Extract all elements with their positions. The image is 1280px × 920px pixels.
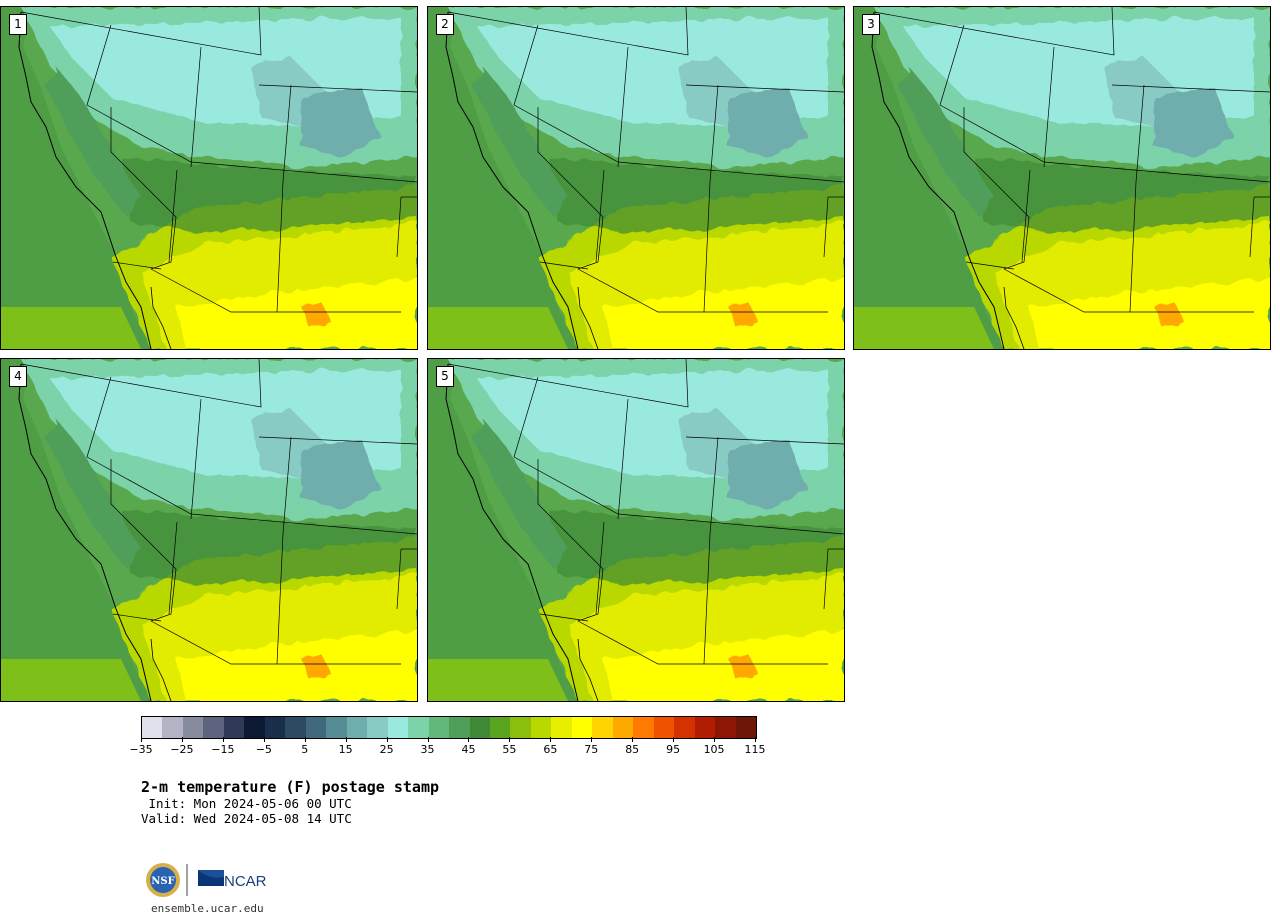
- temperature-map: [1, 359, 417, 701]
- colorbar-swatch: [612, 717, 634, 738]
- member-panel: 2: [427, 6, 845, 350]
- figure-title: 2-m temperature (F) postage stamp: [141, 778, 440, 796]
- colorbar-tick: [673, 737, 675, 742]
- colorbar-swatch: [694, 717, 716, 738]
- panel-label: 1: [9, 14, 27, 35]
- colorbar-tick-label: 55: [502, 743, 517, 756]
- colorbar-swatch: [346, 717, 368, 738]
- logos: NSF NCAR: [144, 860, 274, 900]
- colorbar-swatch: [592, 717, 613, 738]
- colorbar-tick-label: 15: [338, 743, 353, 756]
- colorbar-swatch: [244, 717, 265, 738]
- colorbar-tick-label: 25: [379, 743, 394, 756]
- colorbar-swatch: [674, 717, 695, 738]
- panel-label: 4: [9, 366, 27, 387]
- colorbar-swatch: [428, 717, 450, 738]
- colorbar-tick: [181, 737, 183, 742]
- valid-time: Valid: Wed 2024-05-08 14 UTC: [141, 811, 352, 826]
- colorbar-swatch: [715, 717, 736, 738]
- colorbar-tick-label: −15: [211, 743, 235, 756]
- colorbar-swatch: [387, 717, 409, 738]
- colorbar-tick-label: −35: [129, 743, 153, 756]
- colorbar-tick: [263, 737, 265, 742]
- colorbar-swatch: [285, 717, 306, 738]
- panel-label: 5: [436, 366, 454, 387]
- temperature-map: [428, 7, 844, 349]
- colorbar-tick-label: 35: [420, 743, 435, 756]
- colorbar-swatch: [182, 717, 204, 738]
- colorbar-swatch: [305, 717, 327, 738]
- nsf-logo: NSF: [146, 863, 180, 897]
- ncar-logo: NCAR: [198, 870, 267, 890]
- colorbar-tick: [304, 737, 306, 742]
- colorbar-swatch: [633, 717, 654, 738]
- colorbar-tick: [468, 737, 470, 742]
- colorbar-tick-label: 45: [461, 743, 476, 756]
- colorbar-swatch: [367, 717, 388, 738]
- colorbar-tick: [345, 737, 347, 742]
- colorbar-tick: [427, 737, 429, 742]
- colorbar-tick-label: 65: [543, 743, 558, 756]
- member-panel: 5: [427, 358, 845, 702]
- colorbar-swatch: [264, 717, 286, 738]
- colorbar-swatch: [735, 717, 757, 738]
- member-panel: 3: [853, 6, 1271, 350]
- colorbar-tick-label: 75: [584, 743, 599, 756]
- colorbar-swatch: [530, 717, 552, 738]
- colorbar-tick: [714, 737, 716, 742]
- member-panel: 1: [0, 6, 418, 350]
- colorbar-tick: [591, 737, 593, 742]
- colorbar-tick: [632, 737, 634, 742]
- colorbar-swatch: [203, 717, 224, 738]
- colorbar-tick-label: 105: [703, 743, 725, 756]
- temperature-map: [854, 7, 1270, 349]
- colorbar-tick: [222, 737, 224, 742]
- colorbar-swatch: [223, 717, 245, 738]
- member-panel: 4: [0, 358, 418, 702]
- colorbar-tick-label: −5: [255, 743, 272, 756]
- colorbar-tick: [509, 737, 511, 742]
- temperature-map: [428, 359, 844, 701]
- colorbar-swatch: [449, 717, 470, 738]
- colorbar-swatch: [551, 717, 572, 738]
- colorbar-swatch: [326, 717, 347, 738]
- panel-label: 2: [436, 14, 454, 35]
- colorbar-tick-label: −25: [170, 743, 194, 756]
- colorbar-tick-label: 85: [625, 743, 640, 756]
- colorbar-swatch: [653, 717, 675, 738]
- colorbar-swatch: [162, 717, 183, 738]
- init-time: Init: Mon 2024-05-06 00 UTC: [141, 796, 352, 811]
- colorbar-tick-label: 95: [666, 743, 681, 756]
- nsf-logo-text: NSF: [151, 876, 174, 887]
- colorbar: [141, 716, 757, 739]
- colorbar-tick: [141, 737, 142, 742]
- colorbar-swatch: [408, 717, 429, 738]
- colorbar-swatch: [510, 717, 531, 738]
- colorbar-swatch: [142, 717, 163, 738]
- colorbar-tick: [550, 737, 552, 742]
- temperature-map: [1, 7, 417, 349]
- colorbar-tick: [755, 737, 756, 742]
- colorbar-tick-label: 115: [744, 743, 766, 756]
- colorbar-tick: [386, 737, 388, 742]
- colorbar-swatch: [469, 717, 490, 738]
- colorbar-swatch: [571, 717, 593, 738]
- website-url: ensemble.ucar.edu: [151, 902, 264, 915]
- colorbar-tick-label: 5: [301, 743, 309, 756]
- panel-label: 3: [862, 14, 880, 35]
- colorbar-swatch: [489, 717, 511, 738]
- ncar-logo-text: NCAR: [224, 873, 267, 890]
